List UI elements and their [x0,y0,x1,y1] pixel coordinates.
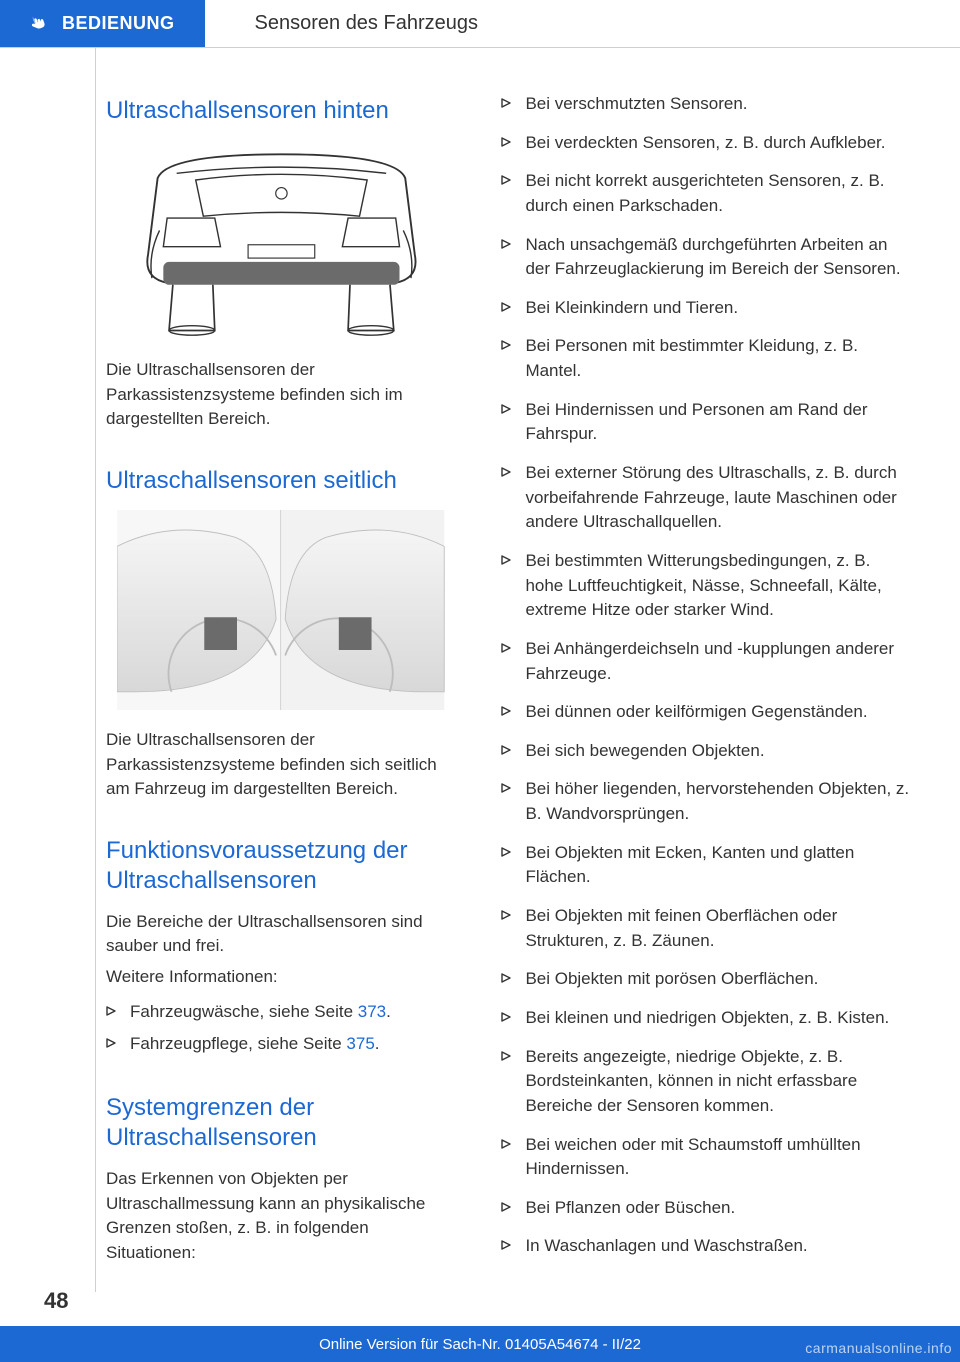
list-item: Bei Objekten mit feinen Oberflächen oder… [501,904,912,953]
page-link[interactable]: 375 [346,1034,374,1053]
watermark: carmanualsonline.info [805,1340,952,1356]
paragraph-prereq-1: Die Bereiche der Ultraschallsensoren sin… [106,910,461,959]
list-item-text: Bei dünnen oder keilförmigen Gegenstände… [525,700,867,725]
page-header: BEDIENUNG Sensoren des Fahrzeugs [0,0,960,48]
page-link[interactable]: 373 [358,1002,386,1021]
list-further-info: Fahrzeugwäsche, siehe Seite 373. Fahrzeug… [106,1000,461,1065]
heading-system-limits: Systemgrenzen der Ultraschallsensoren [106,1093,461,1153]
list-item-text: Bei Kleinkindern und Tieren. [525,296,738,321]
car-side-illustration [117,510,444,710]
list-item: In Waschanlagen und Waschstraßen. [501,1234,912,1259]
header-section-badge: BEDIENUNG [0,0,205,47]
header-section-label: BEDIENUNG [62,13,175,34]
list-item-text: Bei Anhängerdeichseln und -kupplungen an… [525,637,912,686]
list-item: Bei sich bewegenden Objekten. [501,739,912,764]
column-divider [95,48,96,1292]
content-columns: Ultraschallsensoren hinten [0,48,960,1273]
list-item-text: Fahrzeugwäsche, siehe Seite 373. [130,1000,391,1025]
page-number: 48 [44,1288,68,1314]
list-item: Bei Objekten mit porösen Oberflächen. [501,967,912,992]
list-item-text: Bei Pflanzen oder Büschen. [525,1196,735,1221]
car-rear-illustration [110,140,453,340]
list-item: Nach unsachgemäß durchgeführten Arbeiten… [501,233,912,282]
triangle-bullet-icon [501,783,511,793]
triangle-bullet-icon [501,239,511,249]
list-item-text: Bei Objekten mit feinen Oberflächen oder… [525,904,912,953]
triangle-bullet-icon [501,404,511,414]
list-item: Bei nicht korrekt ausgerichteten Sensore… [501,169,912,218]
paragraph-prereq-2: Weitere Informationen: [106,965,461,990]
triangle-bullet-icon [501,973,511,983]
triangle-bullet-icon [501,175,511,185]
triangle-bullet-icon [501,555,511,565]
list-item: Bei externer Störung des Ultraschalls, z… [501,461,912,535]
list-item-text: Bei weichen oder mit Schaumstoff umhüllt… [525,1133,912,1182]
list-item-text: Nach unsachgemäß durchgeführten Arbeiten… [525,233,912,282]
triangle-bullet-icon [106,1038,116,1048]
list-item-text: Bereits angezeigte, niedrige Objekte, z.… [525,1045,912,1119]
list-item-text: Bei nicht korrekt ausgerichteten Sensore… [525,169,912,218]
triangle-bullet-icon [501,302,511,312]
triangle-bullet-icon [501,467,511,477]
list-item-text: Bei Hindernissen und Personen am Rand de… [525,398,912,447]
list-item: Bei verdeckten Sensoren, z. B. durch Auf… [501,131,912,156]
list-item-text: Bei Objekten mit Ecken, Kanten und glatt… [525,841,912,890]
list-item-text: In Waschanlagen und Waschstraßen. [525,1234,807,1259]
list-item: Bei Pflanzen oder Büschen. [501,1196,912,1221]
heading-prerequisites: Funktionsvoraussetzung der Ultraschallse… [106,836,461,896]
left-column: Ultraschallsensoren hinten [48,88,461,1273]
list-item: Bei Kleinkindern und Tieren. [501,296,912,321]
list-item: Bei Hindernissen und Personen am Rand de… [501,398,912,447]
list-item: Bei Anhängerdeichseln und -kupplungen an… [501,637,912,686]
heading-side-sensors: Ultraschallsensoren seitlich [106,466,461,496]
heading-rear-sensors: Ultraschallsensoren hinten [106,96,461,126]
right-column: Bei verschmutzten Sensoren. Bei verdeckte… [501,88,912,1273]
list-item: Bei Objekten mit Ecken, Kanten und glatt… [501,841,912,890]
triangle-bullet-icon [501,745,511,755]
list-item-text: Bei höher liegenden, hervorstehenden Obj… [525,777,912,826]
triangle-bullet-icon [106,1006,116,1016]
list-item: Bei bestimmten Witterungsbedingungen, z.… [501,549,912,623]
paragraph-side-sensors: Die Ultraschallsensoren der Parkassisten… [106,728,461,802]
triangle-bullet-icon [501,643,511,653]
triangle-bullet-icon [501,340,511,350]
list-item-text: Fahrzeugpflege, siehe Seite 375. [130,1032,380,1057]
list-system-limits: Bei verschmutzten Sensoren. Bei verdeckte… [501,92,912,1273]
paragraph-limits-intro: Das Erkennen von Objekten per Ultraschal… [106,1167,461,1266]
list-item: Bereits angezeigte, niedrige Objekte, z.… [501,1045,912,1119]
list-item-text: Bei Personen mit bestimmter Kleidung, z.… [525,334,912,383]
list-item: Bei Personen mit bestimmter Kleidung, z.… [501,334,912,383]
list-item: Bei verschmutzten Sensoren. [501,92,912,117]
figure-side-sensors [106,510,456,710]
triangle-bullet-icon [501,1202,511,1212]
triangle-bullet-icon [501,137,511,147]
list-item: Fahrzeugpflege, siehe Seite 375. [106,1032,461,1057]
list-item: Bei höher liegenden, hervorstehenden Obj… [501,777,912,826]
list-item: Bei kleinen und niedrigen Objekten, z. B… [501,1006,912,1031]
list-item-text: Bei Objekten mit porösen Oberflächen. [525,967,818,992]
figure-rear-sensors [106,140,456,340]
list-item: Bei dünnen oder keilförmigen Gegenstände… [501,700,912,725]
footer-text: Online Version für Sach-Nr. 01405A54674 … [319,1336,641,1353]
list-item-text: Bei sich bewegenden Objekten. [525,739,764,764]
triangle-bullet-icon [501,910,511,920]
triangle-bullet-icon [501,1240,511,1250]
list-item-text: Bei kleinen und niedrigen Objekten, z. B… [525,1006,889,1031]
triangle-bullet-icon [501,98,511,108]
triangle-bullet-icon [501,847,511,857]
triangle-bullet-icon [501,1139,511,1149]
list-item: Bei weichen oder mit Schaumstoff umhüllt… [501,1133,912,1182]
list-item-text: Bei externer Störung des Ultraschalls, z… [525,461,912,535]
list-item-text: Bei verdeckten Sensoren, z. B. durch Auf… [525,131,885,156]
header-title: Sensoren des Fahrzeugs [205,0,478,47]
triangle-bullet-icon [501,706,511,716]
list-item-text: Bei bestimmten Witterungsbedingungen, z.… [525,549,912,623]
triangle-bullet-icon [501,1051,511,1061]
list-item-text: Bei verschmutzten Sensoren. [525,92,747,117]
paragraph-rear-sensors: Die Ultraschallsensoren der Parkassisten… [106,358,461,432]
list-item: Fahrzeugwäsche, siehe Seite 373. [106,1000,461,1025]
triangle-bullet-icon [501,1012,511,1022]
hand-pointer-icon [28,14,48,34]
